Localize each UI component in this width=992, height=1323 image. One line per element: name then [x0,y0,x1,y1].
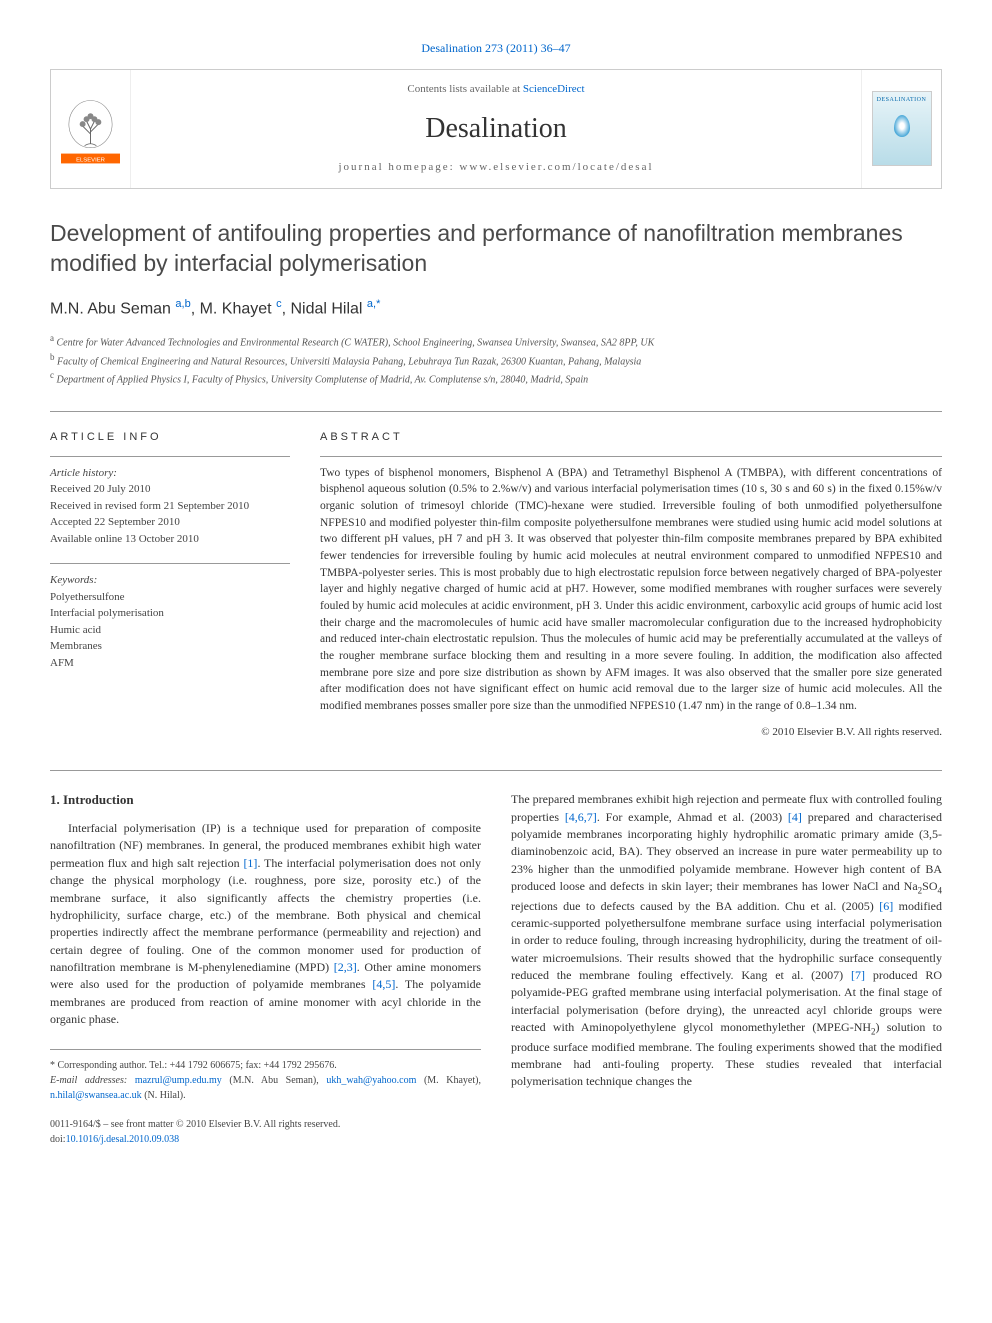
contents-line: Contents lists available at ScienceDirec… [151,82,841,97]
ref-link[interactable]: [7] [851,968,865,982]
journal-cover: DESALINATION [861,70,941,188]
email-link[interactable]: ukh_wah@yahoo.com [326,1075,416,1086]
keyword-item: Humic acid [50,622,290,639]
keyword-item: AFM [50,655,290,672]
history-lines: Received 20 July 2010Received in revised… [50,481,290,547]
water-drop-icon [894,115,910,137]
article-info-label: ARTICLE INFO [50,430,290,445]
authors-line: M.N. Abu Seman a,b, M. Khayet c, Nidal H… [50,297,942,321]
elsevier-logo: ELSEVIER [51,70,131,188]
affiliations: a Centre for Water Advanced Technologies… [50,332,942,387]
journal-name: Desalination [151,109,841,148]
divider [50,411,942,412]
affiliation: b Faculty of Chemical Engineering and Na… [50,351,942,369]
ref-link[interactable]: [1] [243,856,257,870]
article-info-column: ARTICLE INFO Article history: Received 2… [50,430,290,740]
email-link[interactable]: mazrul@ump.edu.my [135,1075,222,1086]
keywords-heading: Keywords: [50,572,290,589]
citation-line: Desalination 273 (2011) 36–47 [50,40,942,57]
history-item: Accepted 22 September 2010 [50,514,290,531]
issn-line: 0011-9164/$ – see front matter © 2010 El… [50,1117,481,1132]
history-item: Received 20 July 2010 [50,481,290,498]
doi-line: doi:10.1016/j.desal.2010.09.038 [50,1132,481,1147]
ref-link[interactable]: [4,5] [372,977,395,991]
homepage-prefix: journal homepage: [338,161,459,173]
keyword-item: Polyethersulfone [50,589,290,606]
ref-link[interactable]: [2,3] [334,960,357,974]
keywords-block: Keywords: PolyethersulfoneInterfacial po… [50,563,290,671]
svg-text:ELSEVIER: ELSEVIER [76,157,105,163]
ref-link[interactable]: [6] [879,899,893,913]
corresponding-note: * Corresponding author. Tel.: +44 1792 6… [50,1058,481,1073]
homepage-url[interactable]: www.elsevier.com/locate/desal [459,161,653,173]
header-center: Contents lists available at ScienceDirec… [131,70,861,188]
keyword-lines: PolyethersulfoneInterfacial polymerisati… [50,589,290,672]
journal-header: ELSEVIER Contents lists available at Sci… [50,69,942,189]
meta-abstract-row: ARTICLE INFO Article history: Received 2… [50,430,942,740]
body-columns: 1. Introduction Interfacial polymerisati… [50,791,942,1147]
cover-thumbnail: DESALINATION [872,91,932,166]
divider [50,770,942,771]
body-col-left: 1. Introduction Interfacial polymerisati… [50,791,481,1147]
intro-para-1: Interfacial polymerisation (IP) is a tec… [50,820,481,1029]
contents-prefix: Contents lists available at [407,83,522,95]
intro-para-2: The prepared membranes exhibit high reje… [511,791,942,1091]
history-heading: Article history: [50,465,290,482]
history-item: Available online 13 October 2010 [50,531,290,548]
affiliation: a Centre for Water Advanced Technologies… [50,332,942,350]
keyword-item: Interfacial polymerisation [50,605,290,622]
cover-title: DESALINATION [877,96,927,104]
homepage-line: journal homepage: www.elsevier.com/locat… [151,160,841,175]
footnotes: * Corresponding author. Tel.: +44 1792 6… [50,1049,481,1103]
abstract-label: ABSTRACT [320,430,942,445]
abstract-text: Two types of bisphenol monomers, Bisphen… [320,456,942,715]
keyword-item: Membranes [50,638,290,655]
email-link[interactable]: n.hilal@swansea.ac.uk [50,1090,142,1101]
abstract-column: ABSTRACT Two types of bisphenol monomers… [320,430,942,740]
history-item: Received in revised form 21 September 20… [50,498,290,515]
doi-link[interactable]: 10.1016/j.desal.2010.09.038 [66,1134,180,1145]
ref-link[interactable]: [4] [788,810,802,824]
article-history-block: Article history: Received 20 July 2010Re… [50,456,290,548]
abstract-copyright: © 2010 Elsevier B.V. All rights reserved… [320,725,942,740]
ref-link[interactable]: [4,6,7] [565,810,597,824]
body-col-right: The prepared membranes exhibit high reje… [511,791,942,1147]
affiliation: c Department of Applied Physics I, Facul… [50,369,942,387]
emails-line: E-mail addresses: mazrul@ump.edu.my (M.N… [50,1073,481,1103]
article-title: Development of antifouling properties an… [50,219,942,279]
intro-heading: 1. Introduction [50,791,481,810]
footer-meta: 0011-9164/$ – see front matter © 2010 El… [50,1117,481,1147]
elsevier-tree-icon: ELSEVIER [61,94,120,164]
doi-label: doi: [50,1134,66,1145]
sciencedirect-link[interactable]: ScienceDirect [523,83,585,95]
